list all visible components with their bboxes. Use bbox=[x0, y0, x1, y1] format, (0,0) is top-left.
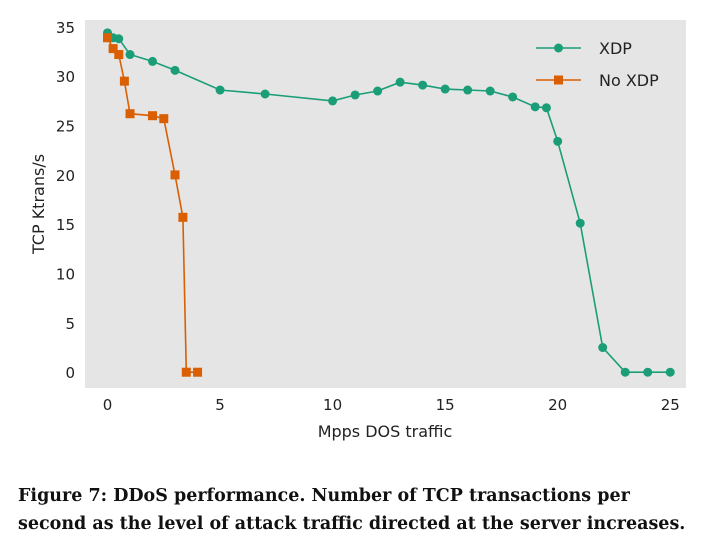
y-tick-label: 35 bbox=[56, 19, 75, 37]
data-point-no-xdp bbox=[181, 367, 191, 377]
data-point-xdp bbox=[125, 50, 135, 60]
data-point-no-xdp bbox=[125, 109, 135, 119]
data-point-no-xdp bbox=[148, 111, 158, 121]
data-point-no-xdp bbox=[193, 367, 203, 377]
data-point-no-xdp bbox=[159, 114, 169, 124]
data-point-xdp bbox=[553, 136, 563, 146]
data-point-xdp bbox=[463, 85, 473, 95]
ddos-chart: 0 5 10 15 20 25 30 35 0 5 10 15 20 25 XDP No XDP Mpps… bbox=[29, 19, 686, 441]
y-tick-label: 5 bbox=[65, 315, 75, 333]
x-tick-label: 25 bbox=[661, 396, 680, 414]
data-point-no-xdp bbox=[119, 76, 129, 86]
data-point-xdp bbox=[114, 34, 124, 44]
y-tick-label: 10 bbox=[56, 266, 75, 284]
plot-area bbox=[85, 20, 686, 388]
legend-label-xdp: XDP bbox=[599, 39, 632, 58]
figure-caption: Figure 7: DDoS performance. Number of TC… bbox=[18, 486, 686, 534]
data-point-xdp bbox=[148, 56, 158, 66]
data-point-xdp bbox=[170, 65, 180, 75]
series-no-xdp bbox=[103, 33, 203, 377]
x-tick-label: 5 bbox=[215, 396, 225, 414]
data-point-no-xdp bbox=[178, 212, 188, 222]
legend-marker-xdp bbox=[554, 43, 563, 53]
legend-label-no-xdp: No XDP bbox=[599, 71, 659, 90]
data-point-xdp bbox=[373, 86, 383, 96]
data-point-xdp bbox=[530, 102, 540, 112]
legend-marker-no-xdp bbox=[554, 75, 563, 85]
y-axis-ticks: 0 5 10 15 20 25 30 35 bbox=[56, 19, 75, 382]
y-tick-label: 25 bbox=[56, 118, 75, 136]
data-point-xdp bbox=[260, 89, 270, 99]
series-layer bbox=[103, 28, 675, 377]
series-xdp bbox=[103, 28, 675, 377]
data-point-no-xdp bbox=[103, 33, 113, 43]
data-point-xdp bbox=[598, 343, 608, 353]
x-tick-label: 20 bbox=[548, 396, 567, 414]
data-point-xdp bbox=[485, 86, 495, 96]
data-point-xdp bbox=[643, 367, 653, 377]
data-point-xdp bbox=[508, 92, 518, 102]
x-axis-label: Mpps DOS traffic bbox=[318, 422, 453, 441]
x-tick-label: 0 bbox=[103, 396, 113, 414]
data-point-xdp bbox=[541, 103, 551, 113]
y-axis-label: TCP Ktrans/s bbox=[29, 154, 48, 255]
y-tick-label: 0 bbox=[65, 364, 75, 382]
x-tick-label: 15 bbox=[436, 396, 455, 414]
y-tick-label: 30 bbox=[56, 68, 75, 86]
data-point-xdp bbox=[328, 96, 338, 106]
data-point-xdp bbox=[418, 80, 428, 90]
x-axis-ticks: 0 5 10 15 20 25 bbox=[103, 396, 680, 414]
data-point-xdp bbox=[575, 218, 585, 228]
data-point-no-xdp bbox=[108, 44, 118, 54]
data-point-xdp bbox=[665, 367, 675, 377]
data-point-no-xdp bbox=[170, 170, 180, 180]
x-tick-label: 10 bbox=[323, 396, 342, 414]
data-point-no-xdp bbox=[114, 50, 124, 60]
y-tick-label: 15 bbox=[56, 216, 75, 234]
data-point-xdp bbox=[440, 84, 450, 94]
data-point-xdp bbox=[215, 85, 225, 95]
data-point-xdp bbox=[395, 77, 405, 87]
y-tick-label: 20 bbox=[56, 167, 75, 185]
legend: XDP No XDP bbox=[536, 39, 659, 90]
data-point-xdp bbox=[620, 367, 630, 377]
data-point-xdp bbox=[350, 90, 360, 100]
